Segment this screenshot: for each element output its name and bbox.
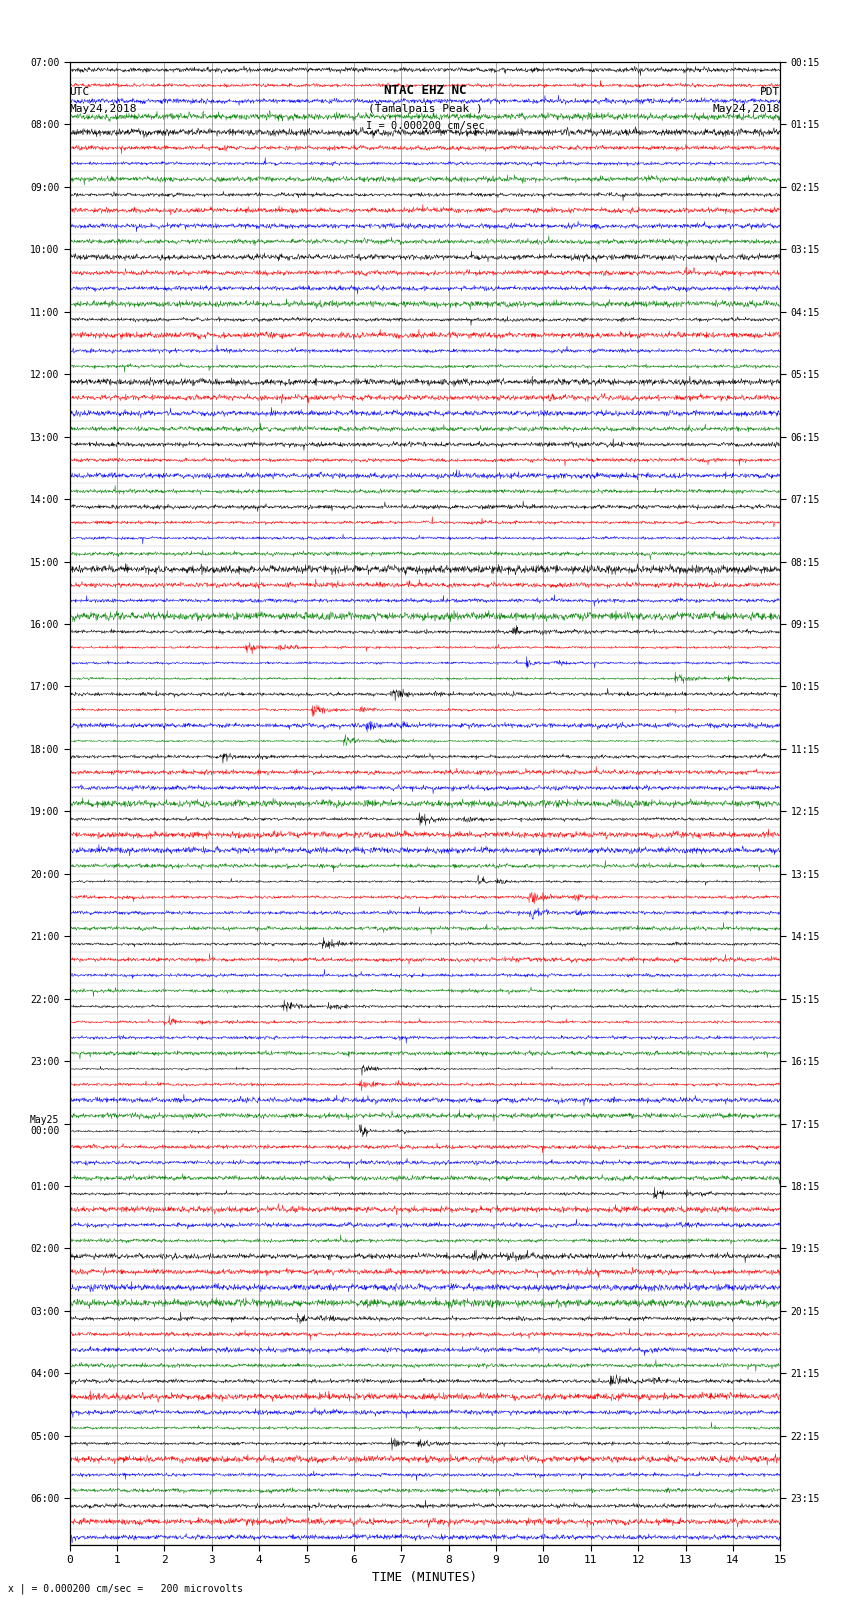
X-axis label: TIME (MINUTES): TIME (MINUTES) xyxy=(372,1571,478,1584)
Text: x | = 0.000200 cm/sec =   200 microvolts: x | = 0.000200 cm/sec = 200 microvolts xyxy=(8,1584,243,1594)
Text: (Tamalpais Peak ): (Tamalpais Peak ) xyxy=(367,103,483,113)
Text: NTAC EHZ NC: NTAC EHZ NC xyxy=(383,84,467,97)
Text: I = 0.000200 cm/sec: I = 0.000200 cm/sec xyxy=(366,121,484,131)
Text: UTC: UTC xyxy=(70,87,90,97)
Text: May24,2018: May24,2018 xyxy=(713,103,780,113)
Text: PDT: PDT xyxy=(760,87,780,97)
Text: May24,2018: May24,2018 xyxy=(70,103,137,113)
